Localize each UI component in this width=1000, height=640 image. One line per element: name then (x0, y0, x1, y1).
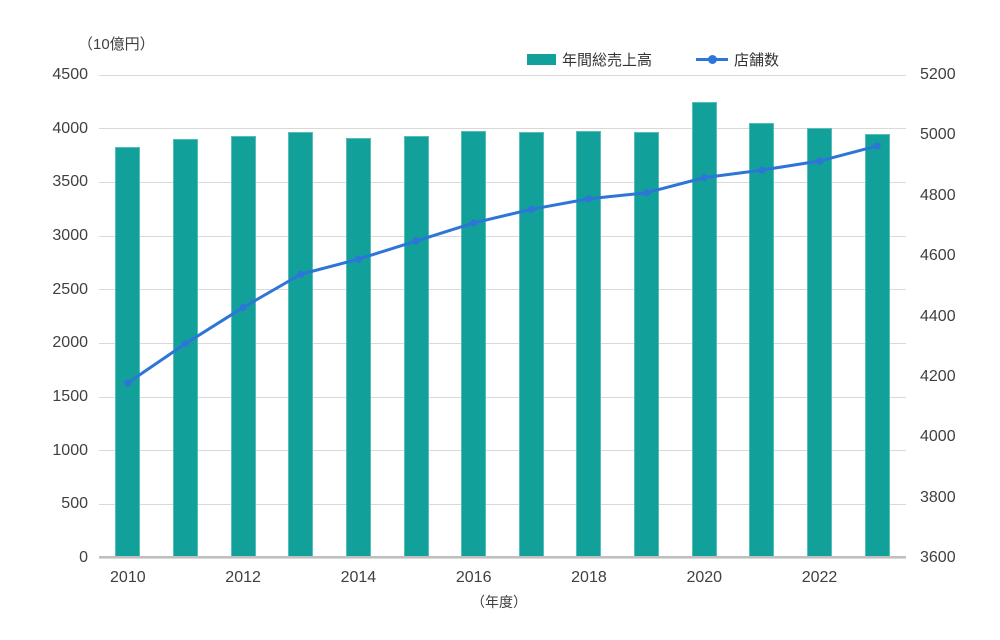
line-marker-2019 (643, 189, 651, 197)
legend-label-stores: 店舗数 (734, 51, 780, 69)
bar-2010 (115, 147, 141, 558)
line-marker-2012 (239, 303, 247, 312)
gridline (99, 450, 906, 452)
x-axis-line (99, 556, 906, 558)
y-right-tick-label: 3600 (920, 549, 956, 566)
bar-2015 (403, 135, 429, 558)
y-right-tick-label: 5000 (920, 126, 956, 144)
bar-2016 (461, 131, 487, 558)
bar-2023 (864, 133, 890, 558)
line-marker-2022 (815, 157, 824, 165)
line-marker-2016 (470, 219, 478, 227)
bar-2014 (345, 138, 371, 558)
y-right-tick-label: 5200 (920, 66, 956, 83)
y-left-tick-label: 3000 (52, 227, 88, 244)
y-left-tick-label: 1000 (52, 441, 88, 459)
y-left-tick-label: 4000 (52, 119, 88, 137)
x-tick-label-2020: 2020 (686, 569, 723, 586)
x-tick-label-2018: 2018 (571, 569, 607, 586)
gridline (99, 128, 906, 130)
y-left-tick-label: 500 (61, 495, 88, 513)
y-right-tick-label: 3800 (920, 488, 956, 506)
bar-2013 (288, 131, 314, 558)
bar-2012 (230, 135, 256, 558)
gridline (99, 503, 906, 505)
gridline (99, 289, 906, 291)
gridline (99, 557, 906, 559)
legend-bar-swatch (527, 53, 556, 65)
y-right-tick-label: 4000 (920, 428, 956, 446)
y-right-tick-label: 4600 (920, 247, 956, 265)
y-left-tick-label: 4500 (52, 66, 88, 83)
line-marker-2020 (700, 174, 708, 182)
line-marker-2015 (412, 237, 420, 245)
y-right-tick-label: 4200 (920, 367, 956, 385)
legend-label-sales: 年間総売上高 (562, 51, 653, 69)
x-tick-label-2010: 2010 (110, 569, 146, 586)
legend: 年間総売上高 店舗数 (527, 48, 779, 70)
line-marker-2010 (124, 379, 132, 387)
x-tick-label-2016: 2016 (455, 569, 492, 586)
line-marker-2013 (297, 270, 305, 278)
gridline (99, 235, 906, 237)
x-axis-unit-label: （年度） (471, 594, 527, 610)
stores-line (126, 144, 878, 385)
gridline (99, 342, 906, 344)
line-marker-2018 (585, 195, 593, 203)
line-marker-2021 (758, 166, 766, 174)
line-marker-2017 (527, 205, 535, 213)
x-tick-label-2014: 2014 (340, 569, 377, 586)
y-right-tick-label: 4400 (920, 307, 956, 325)
gridline (99, 396, 906, 398)
legend-line-icon (696, 54, 729, 65)
bar-2018 (576, 131, 602, 558)
line-marker-2014 (354, 255, 362, 263)
plot-area (99, 74, 906, 559)
line-marker-2011 (181, 340, 190, 348)
bar-2021 (749, 122, 775, 558)
gridline (99, 181, 906, 183)
y-right-tick-label: 4800 (920, 186, 956, 204)
y-left-tick-label: 2500 (52, 280, 88, 298)
y-left-tick-label: 1500 (52, 388, 88, 405)
bar-2022 (807, 128, 833, 558)
stores-line-series (124, 142, 881, 387)
y-left-tick-label: 0 (79, 549, 88, 566)
y-left-tick-label: 3500 (52, 173, 88, 191)
bar-2017 (518, 131, 544, 558)
x-tick-label-2022: 2022 (801, 569, 838, 586)
y-left-tick-label: 2000 (52, 334, 88, 352)
line-marker-2023 (873, 142, 881, 150)
gridline (99, 74, 906, 76)
x-tick-label-2012: 2012 (225, 569, 261, 586)
bar-2019 (634, 132, 660, 558)
left-axis-unit-label: （10億円） (78, 36, 155, 53)
